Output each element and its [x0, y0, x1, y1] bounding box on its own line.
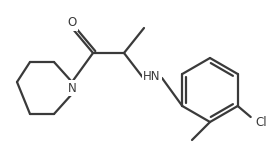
- Text: N: N: [68, 82, 76, 95]
- Text: HN: HN: [143, 69, 161, 82]
- Text: O: O: [67, 16, 77, 29]
- Text: Cl: Cl: [256, 115, 267, 128]
